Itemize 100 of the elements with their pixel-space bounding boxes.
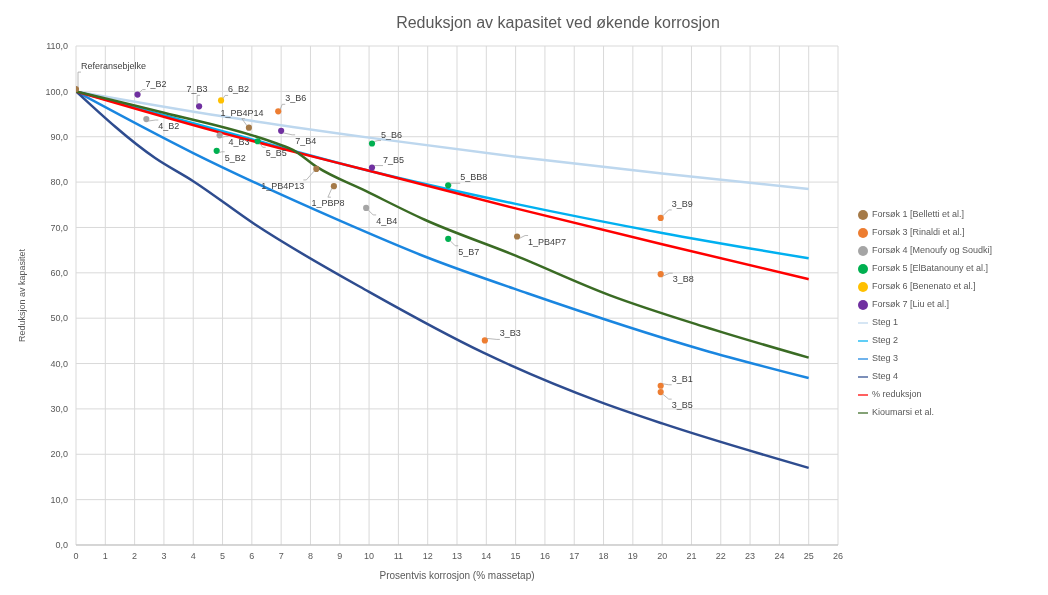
y-tick-label: 70,0: [50, 222, 68, 233]
y-tick-label: 10,0: [50, 494, 68, 505]
x-axis-title: Prosentvis korrosjon (% massetap): [379, 570, 535, 581]
annotation: 1_PBP8: [311, 198, 345, 209]
point: [363, 204, 370, 212]
annotation: 3_B8: [672, 274, 694, 285]
x-tick-label: 5: [220, 551, 226, 562]
x-tick-label: 22: [715, 551, 726, 562]
annotation: Referansebjelke: [81, 61, 147, 72]
y-tick-label: 20,0: [50, 449, 68, 460]
x-tick-label: 24: [774, 551, 785, 562]
legend-label: Forsøk 7 [Liu et al.]: [872, 299, 950, 309]
point: [330, 183, 337, 190]
annotation: 1_PB4P13: [261, 180, 305, 191]
x-tick-label: 3: [161, 551, 167, 562]
x-tick-label: 14: [481, 551, 492, 562]
x-tick-label: 6: [249, 551, 255, 562]
annotation: 3_B9: [671, 198, 693, 209]
point: [481, 337, 488, 344]
y-tick-label: 80,0: [50, 177, 68, 188]
annotation: 5_B7: [458, 246, 480, 257]
chart-title: Reduksjon av kapasitet ved økende korrosjon: [395, 13, 721, 33]
point: [445, 235, 452, 242]
y-tick-label: 50,0: [50, 313, 68, 324]
point: [217, 97, 225, 104]
point: [445, 182, 452, 189]
legend-label: Forsøk 5 [ElBatanouny et al.]: [872, 263, 989, 273]
annotation: 7_B5: [383, 154, 405, 165]
y-tick-label: 0,0: [55, 540, 68, 551]
point: [134, 91, 141, 98]
point: [368, 164, 376, 171]
point: [657, 271, 664, 278]
point: [196, 103, 203, 110]
legend-label: Steg 3: [872, 353, 899, 363]
x-tick-label: 15: [510, 551, 521, 562]
x-tick-label: 23: [745, 551, 756, 562]
x-tick-label: 4: [190, 551, 196, 562]
x-tick-label: 0: [73, 551, 79, 562]
legend-label: Kioumarsi et al.: [872, 407, 935, 417]
point: [213, 147, 220, 154]
point: [368, 140, 376, 147]
point: [657, 389, 664, 396]
annotation: 4_B3: [228, 137, 250, 148]
legend-label: Forsøk 3 [Rinaldi et al.]: [872, 227, 965, 237]
y-tick-label: 40,0: [50, 358, 68, 369]
annotation: 7_B3: [186, 84, 208, 95]
x-tick-label: 18: [598, 551, 609, 562]
legend-label: Steg 4: [872, 371, 899, 381]
annotation: 7_B2: [145, 78, 167, 89]
annotation: 1_PB4P7: [528, 236, 567, 247]
point: [275, 108, 282, 115]
x-tick-label: 20: [657, 551, 668, 562]
legend-label: % reduksjon: [872, 389, 922, 399]
x-tick-label: 21: [686, 551, 697, 562]
point: [657, 214, 664, 222]
y-tick-label: 90,0: [50, 131, 68, 142]
point: [254, 138, 261, 145]
annotation: 4_B4: [376, 215, 398, 226]
x-tick-label: 7: [278, 551, 284, 562]
x-tick-label: 8: [307, 551, 313, 562]
annotation: 6_B2: [228, 84, 250, 95]
point: [513, 233, 521, 240]
x-tick-label: 9: [337, 551, 343, 562]
annotation: 4_B2: [158, 121, 180, 132]
point: [313, 165, 320, 173]
annotation: 3_B1: [671, 373, 693, 384]
point: [216, 132, 223, 139]
annotation: 3_B5: [671, 400, 693, 411]
x-tick-label: 2: [132, 551, 138, 562]
legend-label: Steg 2: [872, 335, 899, 345]
annotation: 5_B5: [265, 148, 287, 159]
legend-label: Forsøk 1 [Belletti et al.]: [872, 209, 965, 219]
x-tick-label: 11: [393, 551, 404, 562]
x-tick-label: 19: [627, 551, 638, 562]
legend-label: Forsøk 4 [Menoufy og Soudki]: [872, 245, 993, 255]
x-tick-label: 25: [803, 551, 814, 562]
y-tick-label: 60,0: [50, 268, 68, 279]
point: [278, 127, 285, 134]
x-tick-label: 26: [832, 551, 844, 562]
legend-label: Steg 1: [872, 317, 899, 327]
annotation: 3_B6: [285, 93, 307, 104]
x-tick-label: 12: [422, 551, 433, 562]
y-tick-label: 110,0: [46, 41, 68, 52]
annotation: 5_B2: [224, 152, 246, 163]
annotation: 3_B3: [499, 328, 521, 339]
x-tick-label: 13: [451, 551, 463, 562]
point: [245, 124, 253, 131]
y-tick-label: 100,0: [45, 86, 68, 97]
annotation: 7_B4: [295, 135, 317, 146]
point: [143, 115, 150, 123]
y-tick-label: 30,0: [50, 404, 68, 415]
legend-label: Forsøk 6 [Benenato et al.]: [872, 281, 976, 291]
x-tick-label: 17: [569, 551, 580, 562]
point: [657, 382, 664, 389]
y-axis-title: Reduksjon av kapasitet: [17, 248, 28, 343]
annotation: 1_PB4P14: [220, 107, 264, 118]
x-tick-label: 10: [364, 551, 375, 562]
annotation: 5_B6: [381, 129, 403, 140]
x-tick-label: 16: [539, 551, 550, 562]
x-tick-label: 1: [102, 551, 108, 562]
